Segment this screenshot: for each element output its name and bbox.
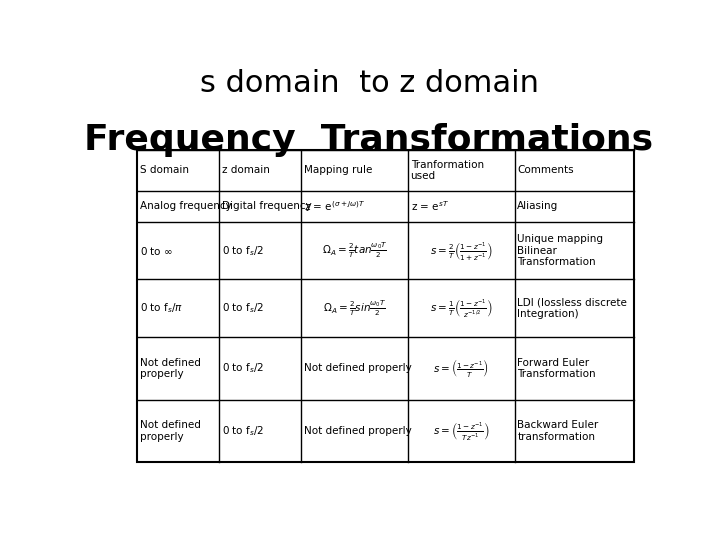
Text: $s=\left(\frac{1-z^{-1}}{Tz^{-1}}\right)$: $s=\left(\frac{1-z^{-1}}{Tz^{-1}}\right)… bbox=[433, 420, 490, 442]
Text: Aliasing: Aliasing bbox=[518, 201, 559, 211]
Text: LDI (lossless discrete
Integration): LDI (lossless discrete Integration) bbox=[518, 298, 627, 319]
Text: Tranformation
used: Tranformation used bbox=[410, 159, 484, 181]
Text: 0 to $\infty$: 0 to $\infty$ bbox=[140, 245, 173, 256]
Text: Digital frequency: Digital frequency bbox=[222, 201, 312, 211]
Text: Analog frequency: Analog frequency bbox=[140, 201, 232, 211]
Text: Frequency  Transformations: Frequency Transformations bbox=[84, 123, 654, 157]
Text: 0 to f$_s$/2: 0 to f$_s$/2 bbox=[222, 361, 264, 375]
Text: 0 to f$_s$/2: 0 to f$_s$/2 bbox=[222, 424, 264, 437]
Text: $s=\frac{1}{T}\left(\frac{1-z^{-1}}{z^{-1/2}}\right)$: $s=\frac{1}{T}\left(\frac{1-z^{-1}}{z^{-… bbox=[430, 298, 492, 319]
Text: Not defined properly: Not defined properly bbox=[304, 363, 412, 373]
Text: z domain: z domain bbox=[222, 165, 270, 176]
Text: S domain: S domain bbox=[140, 165, 189, 176]
Text: s domain  to z domain: s domain to z domain bbox=[199, 69, 539, 98]
Text: Not defined properly: Not defined properly bbox=[304, 426, 412, 436]
Text: $s=\left(\frac{1-z^{-1}}{T}\right)$: $s=\left(\frac{1-z^{-1}}{T}\right)$ bbox=[433, 357, 490, 379]
Text: 0 to f$_s$/2: 0 to f$_s$/2 bbox=[222, 244, 264, 258]
Text: Mapping rule: Mapping rule bbox=[304, 165, 372, 176]
Text: Unique mapping
Bilinear
Transformation: Unique mapping Bilinear Transformation bbox=[518, 234, 603, 267]
Text: 0 to f$_s$/2: 0 to f$_s$/2 bbox=[222, 301, 264, 315]
Text: 0 to f$_s$/$\pi$: 0 to f$_s$/$\pi$ bbox=[140, 301, 184, 315]
Text: Forward Euler
Transformation: Forward Euler Transformation bbox=[518, 357, 596, 379]
Text: Not defined
properly: Not defined properly bbox=[140, 420, 201, 442]
Text: Backward Euler
transformation: Backward Euler transformation bbox=[518, 420, 598, 442]
Text: $\Omega_A=\frac{2}{T}sin\frac{\omega_0 T}{2}$: $\Omega_A=\frac{2}{T}sin\frac{\omega_0 T… bbox=[323, 299, 387, 318]
Text: Not defined
properly: Not defined properly bbox=[140, 357, 201, 379]
Text: Comments: Comments bbox=[518, 165, 574, 176]
Text: $s=\frac{2}{T}\left(\frac{1-z^{-1}}{1+z^{-1}}\right)$: $s=\frac{2}{T}\left(\frac{1-z^{-1}}{1+z^… bbox=[430, 240, 492, 261]
Text: z = e$^{s}$$^{ T}$: z = e$^{s}$$^{ T}$ bbox=[410, 199, 449, 213]
Text: z = e$^{(\sigma+j\omega)T}$: z = e$^{(\sigma+j\omega)T}$ bbox=[304, 199, 365, 213]
Text: $\Omega_A=\frac{2}{T}tan\frac{\omega_0 T}{2}$: $\Omega_A=\frac{2}{T}tan\frac{\omega_0 T… bbox=[322, 241, 387, 260]
